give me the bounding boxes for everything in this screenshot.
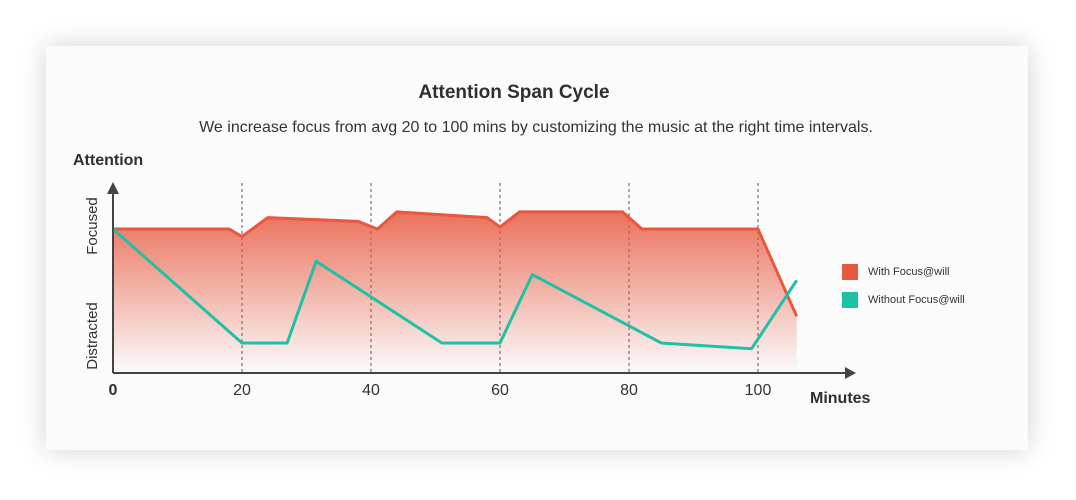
series-line-without [112,227,798,351]
y-axis-label: Attention [73,152,143,169]
area-fills [113,211,797,373]
y-axis-arrow [107,182,119,194]
y-category-distracted: Distracted [84,302,101,370]
series-line-with [113,210,799,318]
legend-label-without: Without Focus@will [868,294,965,306]
y-category-focused: Focused [84,197,101,255]
area-fill-series-0 [113,211,797,373]
x-tick-label-20: 20 [233,382,251,399]
x-axis-arrow [845,367,856,379]
legend: With Focus@will Without Focus@will [842,264,965,320]
chart-subtitle: We increase focus from avg 20 to 100 min… [199,119,873,136]
legend-swatch-with [842,264,858,280]
series-lines [112,210,799,351]
x-tick-label-60: 60 [491,382,509,399]
x-tick-label-100: 100 [745,382,772,399]
legend-label-with: With Focus@will [868,266,950,278]
x-tick-labels: 0 20 40 60 80 100 [109,382,772,399]
chart-title: Attention Span Cycle [418,82,610,103]
x-tick-label-80: 80 [620,382,638,399]
legend-swatch-without [842,292,858,308]
legend-item-without: Without Focus@will [842,292,965,308]
x-axis-label: Minutes [810,390,871,407]
x-tick-label-40: 40 [362,382,380,399]
legend-item-with: With Focus@will [842,264,965,280]
x-tick-label-0: 0 [109,382,118,399]
